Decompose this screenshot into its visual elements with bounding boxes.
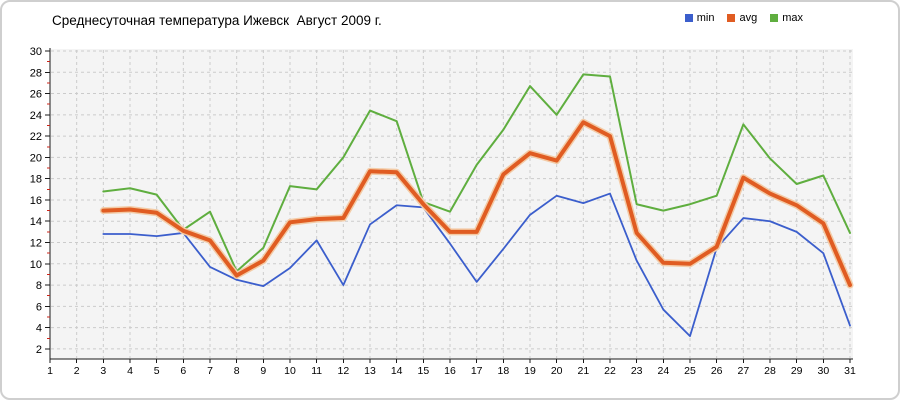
svg-text:8: 8 (234, 365, 240, 377)
svg-text:20: 20 (551, 365, 563, 377)
svg-text:2: 2 (74, 365, 80, 377)
svg-text:2: 2 (36, 344, 42, 356)
svg-text:4: 4 (127, 365, 133, 377)
svg-text:12: 12 (337, 365, 349, 377)
svg-text:30: 30 (30, 46, 42, 58)
legend-label-avg: avg (739, 12, 758, 24)
chart-title: Среднесуточная температура Ижевск Август… (52, 13, 382, 28)
series-line-avg (101, 120, 852, 288)
svg-text:16: 16 (444, 365, 456, 377)
series-lines (99, 73, 854, 338)
svg-text:6: 6 (180, 365, 186, 377)
svg-text:22: 22 (604, 365, 616, 377)
svg-text:6: 6 (36, 301, 42, 313)
svg-text:15: 15 (417, 365, 429, 377)
svg-text:9: 9 (260, 365, 266, 377)
svg-text:3: 3 (100, 365, 106, 377)
svg-text:18: 18 (497, 365, 509, 377)
svg-text:13: 13 (364, 365, 376, 377)
svg-text:12: 12 (30, 238, 42, 250)
svg-text:5: 5 (154, 365, 160, 377)
svg-text:7: 7 (207, 365, 213, 377)
legend-swatch-min-icon (684, 14, 693, 22)
svg-text:19: 19 (524, 365, 536, 377)
svg-text:31: 31 (844, 365, 856, 377)
svg-text:24: 24 (657, 365, 669, 377)
legend: min avg max (684, 12, 803, 24)
svg-text:30: 30 (817, 365, 829, 377)
svg-text:16: 16 (30, 195, 42, 207)
series-line-max (102, 73, 851, 273)
x-axis-ticks: 1 2 3 4 5 6 7 8 9 10 11 12 13 14 15 16 17 18 19 20 21 22 23 24 2… (47, 359, 856, 377)
svg-text:10: 10 (284, 365, 296, 377)
svg-text:29: 29 (791, 365, 803, 377)
svg-text:11: 11 (311, 365, 322, 377)
svg-text:10: 10 (30, 259, 42, 271)
svg-text:25: 25 (684, 365, 696, 377)
svg-text:22: 22 (30, 131, 42, 143)
svg-text:20: 20 (30, 152, 42, 164)
svg-text:14: 14 (30, 216, 42, 228)
svg-text:17: 17 (471, 365, 483, 377)
legend-item-min: min (684, 12, 715, 24)
svg-text:14: 14 (391, 365, 403, 377)
legend-item-avg: avg (727, 12, 757, 24)
svg-text:24: 24 (30, 110, 42, 122)
legend-swatch-max-icon (770, 14, 779, 22)
svg-text:18: 18 (30, 174, 42, 186)
series-line-min (102, 192, 851, 338)
svg-text:23: 23 (631, 365, 643, 377)
svg-text:4: 4 (36, 323, 42, 335)
svg-text:8: 8 (36, 280, 42, 292)
legend-label-min: min (696, 12, 715, 24)
legend-swatch-avg-icon (727, 14, 736, 22)
svg-text:26: 26 (30, 89, 42, 101)
legend-item-max: max (770, 12, 803, 24)
legend-label-max: max (782, 12, 803, 24)
svg-text:26: 26 (711, 365, 723, 377)
svg-text:1: 1 (47, 365, 53, 377)
svg-text:27: 27 (737, 365, 749, 377)
svg-text:28: 28 (764, 365, 776, 377)
svg-text:28: 28 (30, 67, 42, 79)
svg-text:21: 21 (577, 365, 589, 377)
